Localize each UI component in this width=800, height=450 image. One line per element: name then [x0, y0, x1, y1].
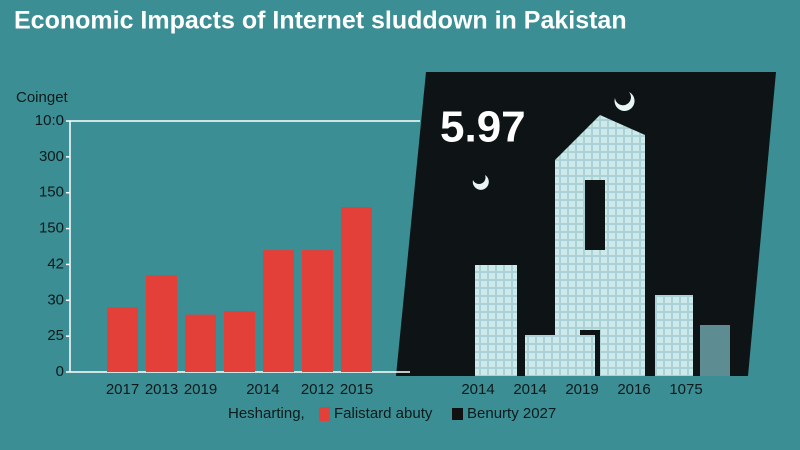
bar — [263, 250, 294, 372]
bar — [224, 311, 255, 372]
inset-x-label: 2014 — [513, 381, 546, 398]
inset-x-label: 2014 — [461, 381, 494, 398]
y-axis-label: Coinget — [16, 89, 69, 106]
y-tick-label: 25 — [47, 327, 64, 344]
x-tick-label: 2015 — [340, 381, 373, 398]
x-tick-label: 2012 — [301, 381, 334, 398]
x-tick-label: 2019 — [184, 381, 217, 398]
y-tick-label: 300 — [39, 148, 64, 165]
legend-label: Benurty 2027 — [467, 405, 556, 422]
inset-headline: 5.97 — [440, 103, 526, 152]
bar — [146, 275, 177, 372]
bar — [107, 307, 138, 372]
y-tick-label: 10:0 — [35, 112, 64, 129]
chart-title: Economic Impacts of Internet sluddown in… — [14, 7, 627, 35]
legend-swatch — [319, 407, 330, 421]
y-tick-label: 0 — [56, 363, 64, 380]
y-tick-label: 42 — [47, 255, 64, 272]
legend-label: Hesharting, — [228, 405, 305, 422]
bar — [302, 250, 333, 372]
y-tick-label: 30 — [47, 291, 64, 308]
inset-x-label: 2019 — [565, 381, 598, 398]
legend-label: Falistard abuty — [334, 405, 433, 422]
x-tick-label: 2017 — [106, 381, 139, 398]
x-tick-label: 2014 — [246, 381, 279, 398]
y-tick-label: 150 — [39, 184, 64, 201]
legend-swatch — [452, 408, 463, 420]
x-tick-label: 2013 — [145, 381, 178, 398]
bar — [341, 207, 372, 372]
bar — [185, 314, 216, 372]
inset-x-label: 2016 — [617, 381, 650, 398]
inset-x-label: 1075 — [669, 381, 702, 398]
inset-panel: 5.97 — [396, 72, 776, 376]
y-tick-label: 150 — [39, 220, 64, 237]
